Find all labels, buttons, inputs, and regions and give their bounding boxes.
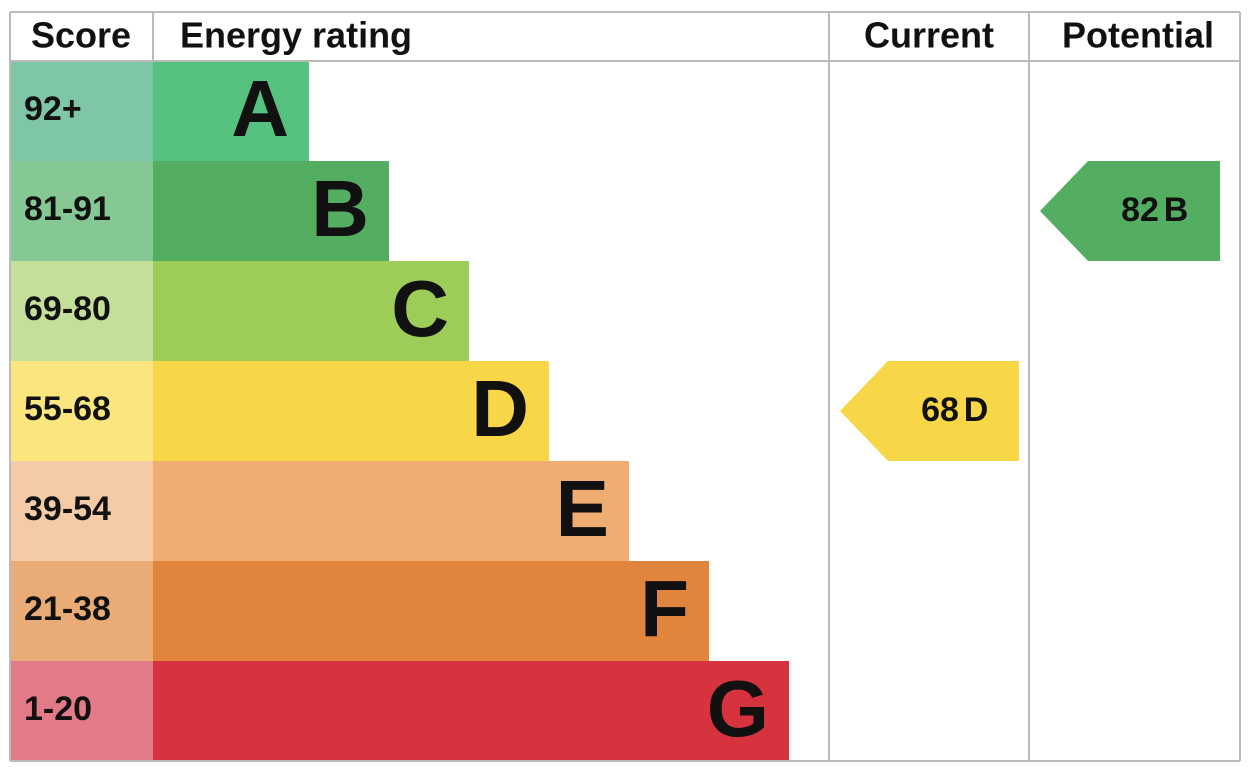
rating-letter: A xyxy=(231,64,289,153)
score-cell xyxy=(10,361,153,461)
rating-letter: D xyxy=(471,364,529,453)
rating-letter: C xyxy=(391,264,449,353)
header-current: Current xyxy=(864,15,994,56)
score-label: 39-54 xyxy=(24,490,111,528)
score-cell xyxy=(10,161,153,261)
rating-bar xyxy=(153,661,789,761)
score-label: 1-20 xyxy=(24,690,92,728)
score-cell xyxy=(10,61,153,161)
rating-letter: G xyxy=(707,664,769,753)
current-rating: D xyxy=(964,391,989,429)
score-label: 81-91 xyxy=(24,190,111,228)
rating-bar xyxy=(153,61,309,161)
rating-bar xyxy=(153,161,389,261)
score-label: 21-38 xyxy=(24,590,111,628)
rating-letter: F xyxy=(640,564,689,653)
score-cell xyxy=(10,561,153,661)
current-arrow xyxy=(840,361,1019,461)
header-potential: Potential xyxy=(1062,15,1214,56)
current-value: 68 xyxy=(921,391,959,429)
score-label: 69-80 xyxy=(24,290,111,328)
header-score: Score xyxy=(31,15,131,56)
potential-value: 82 xyxy=(1121,191,1159,229)
potential-rating: B xyxy=(1164,191,1189,229)
header-rating: Energy rating xyxy=(180,15,412,56)
rating-bar xyxy=(153,261,469,361)
rating-bar xyxy=(153,361,549,461)
score-cell xyxy=(10,461,153,561)
rating-bar xyxy=(153,561,709,661)
score-label: 55-68 xyxy=(24,390,111,428)
score-cell xyxy=(10,661,153,761)
score-label: 92+ xyxy=(24,90,82,128)
rating-bar xyxy=(153,461,629,561)
score-cell xyxy=(10,261,153,361)
rating-letter: B xyxy=(311,164,369,253)
potential-arrow xyxy=(1040,161,1220,261)
rating-letter: E xyxy=(556,464,609,553)
